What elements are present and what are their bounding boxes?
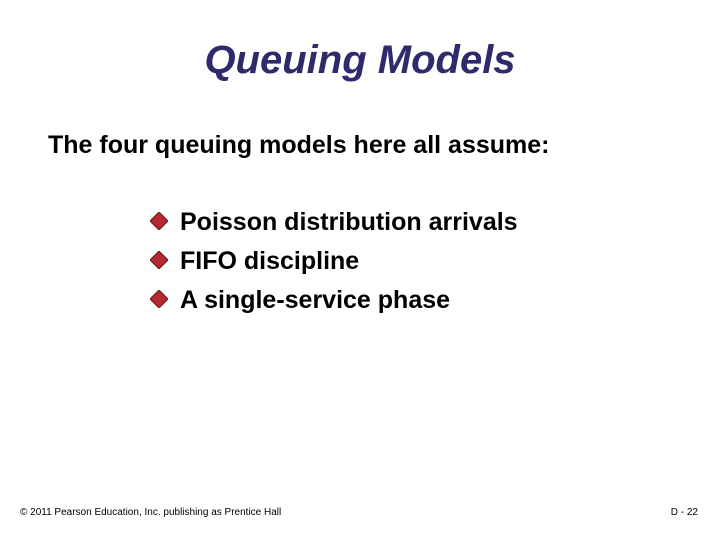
intro-text: The four queuing models here all assume: [0, 93, 720, 160]
list-item: A single-service phase [150, 286, 720, 315]
footer-copyright: © 2011 Pearson Education, Inc. publishin… [20, 507, 281, 518]
diamond-bullet-icon [150, 290, 168, 313]
bullet-list: Poisson distribution arrivals FIFO disci… [0, 160, 720, 315]
bullet-text: Poisson distribution arrivals [180, 208, 518, 237]
bullet-text: A single-service phase [180, 286, 450, 315]
diamond-bullet-icon [150, 251, 168, 274]
slide: Queuing Models The four queuing models h… [0, 0, 720, 540]
list-item: Poisson distribution arrivals [150, 208, 720, 237]
list-item: FIFO discipline [150, 247, 720, 276]
footer-page-number: D - 22 [671, 507, 698, 518]
slide-title: Queuing Models [0, 0, 720, 93]
bullet-text: FIFO discipline [180, 247, 359, 276]
diamond-bullet-icon [150, 212, 168, 235]
